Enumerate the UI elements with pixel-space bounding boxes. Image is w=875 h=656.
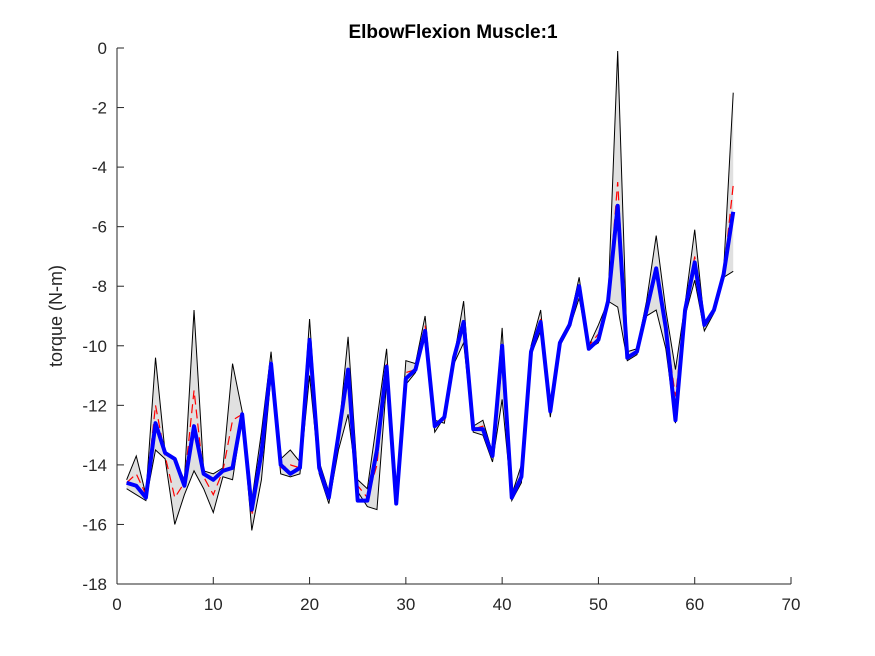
y-tick-label: -10 xyxy=(82,337,107,356)
series-line-dashed xyxy=(126,181,734,516)
y-tick-label: -18 xyxy=(82,575,107,594)
x-tick-label: 70 xyxy=(782,595,801,614)
y-tick-label: -6 xyxy=(92,218,107,237)
chart-title: ElbowFlexion Muscle:1 xyxy=(348,22,557,43)
y-tick-label: -14 xyxy=(82,456,107,475)
x-tick-label: 60 xyxy=(685,595,704,614)
y-tick-label: -2 xyxy=(92,99,107,118)
x-tick-label: 40 xyxy=(493,595,512,614)
axes: 0 10 20 30 40 50 60 70 0 -2 -4 -6 -8 -10 -12 -14 -16 -18 xyxy=(82,39,800,614)
y-tick-label: -4 xyxy=(92,158,107,177)
y-axis-label: torque (N-m) xyxy=(46,265,66,367)
x-tick-label: 30 xyxy=(396,595,415,614)
band-area xyxy=(126,50,734,531)
y-tick-label: 0 xyxy=(98,39,107,58)
series-line-band-upper xyxy=(126,50,734,501)
y-tick-label: -16 xyxy=(82,515,107,534)
series-line-mean xyxy=(126,203,736,512)
x-tick-label: 10 xyxy=(204,595,223,614)
y-tick-label: -8 xyxy=(92,277,107,296)
x-tick-label: 0 xyxy=(112,595,121,614)
plot-area xyxy=(126,50,736,531)
y-tick-label: -12 xyxy=(82,396,107,415)
x-tick-label: 50 xyxy=(589,595,608,614)
x-tick-label: 20 xyxy=(300,595,319,614)
